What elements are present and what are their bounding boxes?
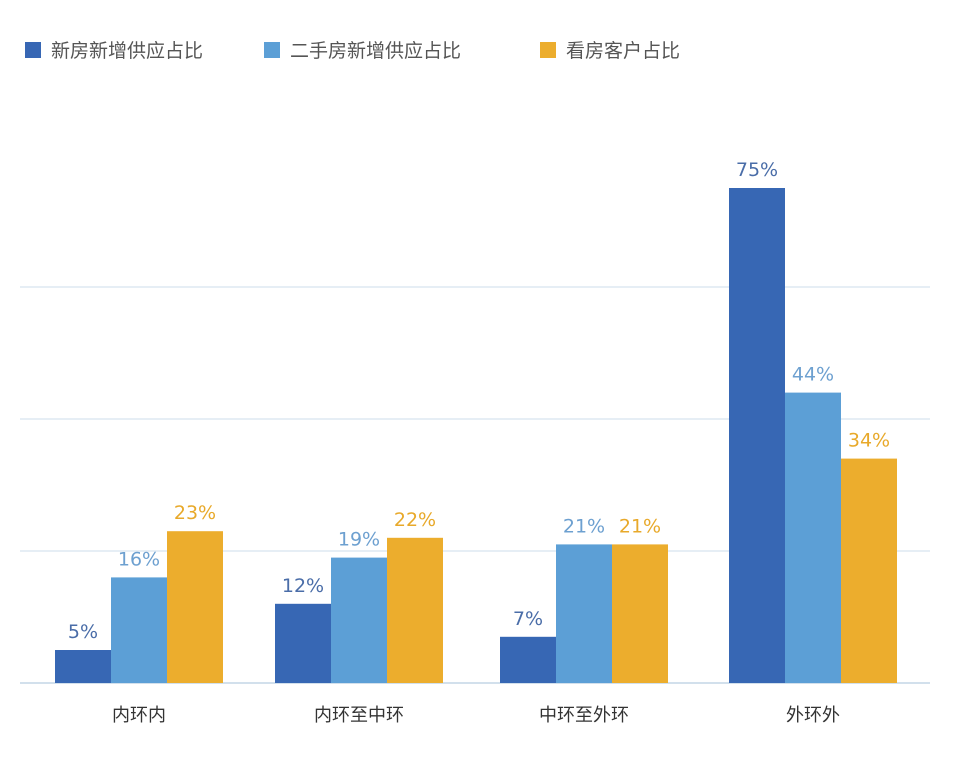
legend-swatch xyxy=(540,42,556,58)
x-tick-label: 内环至中环 xyxy=(314,705,404,726)
legend-label: 看房客户占比 xyxy=(566,40,680,62)
legend: 新房新增供应占比 二手房新增供应占比 看房客户占比 xyxy=(25,40,680,62)
bar xyxy=(111,577,167,683)
bar xyxy=(55,650,111,683)
bar xyxy=(612,544,668,683)
data-label: 7% xyxy=(513,608,543,630)
bar xyxy=(500,636,556,683)
data-label: 21% xyxy=(563,515,605,537)
data-label: 44% xyxy=(792,364,834,386)
bar xyxy=(275,603,331,683)
bar xyxy=(729,188,785,683)
x-tick-label: 外环外 xyxy=(786,705,840,726)
x-tick-label: 内环内 xyxy=(112,705,166,726)
x-axis-tick-labels: 内环内 内环至中环 中环至外环 外环外 xyxy=(112,705,840,726)
bar xyxy=(387,537,443,683)
bar xyxy=(556,544,612,683)
data-label: 23% xyxy=(174,502,216,524)
bar xyxy=(331,557,387,683)
data-label: 21% xyxy=(619,515,661,537)
data-label: 16% xyxy=(118,548,160,570)
legend-label: 二手房新增供应占比 xyxy=(290,40,461,62)
data-label: 75% xyxy=(736,159,778,181)
data-labels: 5% 12% 7% 75% 16% 19% 21% 44% 23% 22% 21% 34% xyxy=(68,159,890,643)
data-label: 34% xyxy=(848,430,890,452)
bar xyxy=(785,392,841,683)
legend-label: 新房新增供应占比 xyxy=(51,40,203,62)
x-tick-label: 中环至外环 xyxy=(539,705,629,726)
legend-swatch xyxy=(264,42,280,58)
data-label: 5% xyxy=(68,621,98,643)
data-label: 22% xyxy=(394,509,436,531)
bar xyxy=(841,458,897,683)
data-label: 19% xyxy=(338,529,380,551)
bars xyxy=(55,188,897,683)
data-label: 12% xyxy=(282,575,324,597)
bar xyxy=(167,531,223,683)
legend-swatch xyxy=(25,42,41,58)
